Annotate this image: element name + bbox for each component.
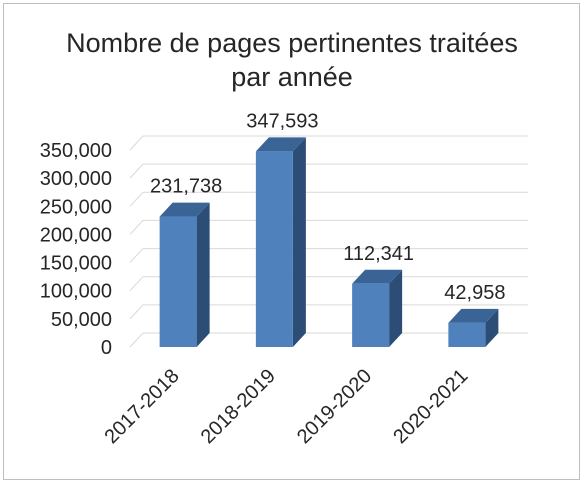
bar-2018-2019 [255, 137, 306, 347]
bar-side [389, 269, 403, 347]
data-label: 231,738 [150, 176, 222, 198]
y-tick-label: 100,000 [40, 281, 112, 303]
bar-front [448, 322, 486, 347]
bar-side [485, 308, 499, 347]
y-tick-label: 150,000 [40, 253, 112, 275]
y-tick-label: 0 [101, 337, 112, 359]
bars [159, 137, 499, 347]
chart-title-line-2: par année [231, 62, 353, 92]
y-tick-label: 350,000 [40, 140, 112, 162]
y-axis-ticks: 0 50,000 100,000 150,000 200,000 250,000 300,0… [40, 140, 112, 359]
data-label: 347,593 [246, 110, 318, 132]
bar-side [196, 202, 210, 347]
bar-2017-2018 [159, 202, 210, 347]
x-category-label: 2020-2021 [389, 365, 472, 448]
y-tick-label: 300,000 [40, 168, 112, 190]
bar-top [448, 308, 499, 323]
bar-top [159, 202, 210, 217]
bar-2019-2020 [352, 269, 403, 347]
x-axis-categories: 2017-2018 2018-2019 2019-2020 2020-2021 [100, 365, 472, 448]
x-category-label: 2018-2019 [197, 365, 280, 448]
y-tick-label: 200,000 [40, 224, 112, 246]
y-tick-label: 250,000 [40, 196, 112, 218]
bar-side [292, 137, 306, 347]
bar-top [352, 269, 403, 284]
bar-front [159, 216, 197, 347]
bar-2020-2021 [448, 308, 499, 347]
chart-title-line-1: Nombre de pages pertinentes traitées [66, 28, 518, 58]
gridline [129, 191, 528, 207]
gridline [129, 163, 528, 179]
bar-front [352, 283, 390, 347]
bar-front [255, 151, 293, 347]
x-category-label: 2019-2020 [293, 365, 376, 448]
data-label: 112,341 [343, 243, 414, 265]
data-labels: 231,738 347,593 112,341 42,958 [150, 110, 505, 303]
y-tick-label: 50,000 [51, 309, 112, 331]
gridline [129, 248, 528, 263]
x-category-label: 2017-2018 [100, 365, 183, 448]
gridline [129, 219, 528, 235]
data-label: 42,958 [444, 282, 505, 304]
bar-top [255, 137, 306, 152]
gridline [129, 135, 528, 151]
